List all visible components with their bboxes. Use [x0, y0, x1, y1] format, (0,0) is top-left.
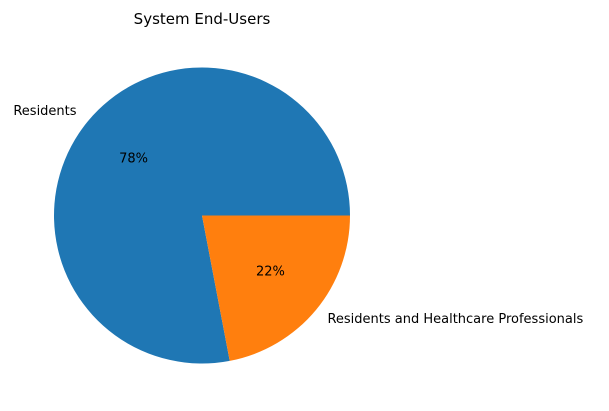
pie-labels: Residents 78% Residents and Healthcare Pro…: [13, 104, 583, 327]
slice-label-residents: Residents: [13, 104, 76, 119]
slice-label-residents-and-healthcare-professionals: Residents and Healthcare Professionals: [327, 312, 583, 327]
pie-slice-residents-and-healthcare-professionals: [202, 215, 350, 361]
slice-percent-residents: 78%: [119, 151, 148, 166]
pie-slices: [54, 67, 351, 364]
slice-percent-residents-and-healthcare-professionals: 22%: [256, 265, 285, 280]
chart-title: System End-Users: [134, 10, 271, 28]
